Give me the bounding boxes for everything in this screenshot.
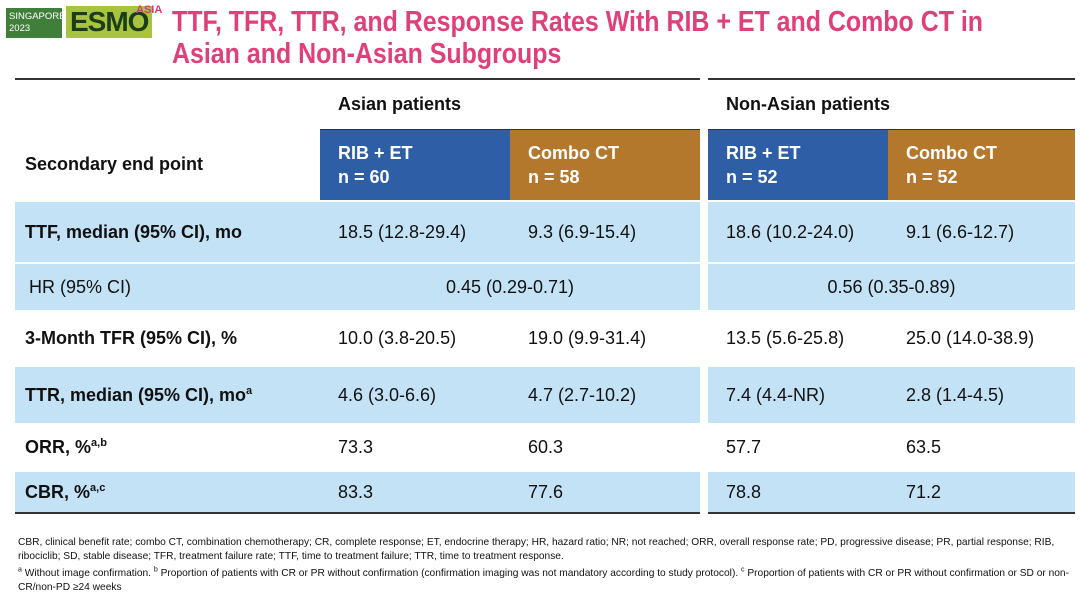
logo-suffix: ASIA [136, 4, 163, 16]
cell: 19.0 (9.9-31.4) [510, 310, 700, 366]
notes: a Without image confirmation. b Proporti… [18, 564, 1070, 595]
arm-label: Combo CT [528, 142, 619, 163]
gap [700, 471, 708, 513]
data-row: 3-Month TFR (95% CI), % 10.0 (3.8-20.5) 19… [15, 310, 1076, 366]
data-row: HR (95% CI) 0.45 (0.29-0.71) 0.56 (0.35-0.… [15, 262, 1076, 311]
cell: 4.6 (3.0-6.6) [320, 365, 510, 424]
row-label-text: HR (95% CI) [29, 276, 132, 297]
results-table: Asian patients Non-Asian patients Secondar… [15, 78, 1076, 514]
gap [700, 424, 708, 471]
event-city: SINGAPORE [9, 11, 66, 22]
arm-n: n = 52 [906, 166, 958, 187]
merged-cell: 0.56 (0.35-0.89) [708, 262, 1076, 311]
cell: 63.5 [888, 423, 1076, 471]
logo: ESMO [66, 6, 153, 38]
cell: 60.3 [510, 423, 700, 471]
note: a Without image confirmation. [18, 567, 152, 580]
cell: 83.3 [320, 470, 510, 514]
column-header: Combo CT n = 52 [888, 129, 1076, 201]
note-mark: b [153, 567, 158, 574]
group-row: Asian patients Non-Asian patients [15, 78, 1076, 130]
footnote-ref: a [246, 384, 253, 397]
row-label: 3-Month TFR (95% CI), % [15, 310, 320, 366]
cell: 18.5 (12.8-29.4) [320, 200, 510, 263]
event-badge: SINGAPORE 2023 [6, 8, 66, 38]
cell: 13.5 (5.6-25.8) [708, 310, 888, 366]
cell: 73.3 [320, 423, 510, 471]
note-mark: c [741, 567, 745, 574]
cell: 2.8 (1.4-4.5) [888, 365, 1076, 424]
data-row: TTF, median (95% CI), mo 18.5 (12.8-29.4)… [15, 200, 1076, 263]
row-label: HR (95% CI) [15, 262, 320, 311]
corner-cell [15, 78, 320, 129]
column-header-row: Secondary end point RIB + ET n = 60 Combo C… [15, 129, 1076, 201]
cell: 57.7 [708, 423, 888, 471]
row-label: CBR, %a,c [15, 470, 320, 514]
cell: 10.0 (3.8-20.5) [320, 310, 510, 366]
gap [700, 201, 708, 263]
arm-n: n = 52 [726, 166, 778, 187]
data-row: TTR, median (95% CI), moa 4.6 (3.0-6.6) 4.… [15, 365, 1076, 424]
row-label: ORR, %a,b [15, 423, 320, 471]
row-label-text: ORR, % [25, 437, 92, 457]
cell: 77.6 [510, 470, 700, 514]
footnote-ref: a,c [90, 481, 106, 494]
title: TTF, TFR, TTR, and Response Rates With R… [172, 6, 983, 70]
arm-n: n = 58 [528, 166, 580, 187]
data-row: CBR, %a,c 83.3 77.6 78.8 71.2 [15, 470, 1076, 514]
column-header: RIB + ET n = 52 [708, 129, 888, 201]
gap [700, 79, 708, 129]
cell: 9.1 (6.6-12.7) [888, 200, 1076, 263]
note-text: Proportion of patients with CR or PR wit… [18, 568, 1069, 594]
cell: 18.6 (10.2-24.0) [708, 200, 888, 263]
note: c Proportion of patients with CR or PR w… [18, 567, 1069, 594]
arm-label: RIB + ET [726, 142, 801, 163]
note-text: Proportion of patients with CR or PR wit… [160, 568, 739, 580]
merged-cell: 0.45 (0.29-0.71) [320, 262, 700, 311]
note-text: Without image confirmation. [24, 568, 152, 580]
gap [700, 311, 708, 366]
title-line: Asian and Non-Asian Subgroups [172, 38, 562, 70]
column-header: Combo CT n = 58 [510, 129, 700, 201]
row-label: TTR, median (95% CI), moa [15, 365, 320, 424]
cell: 7.4 (4.4-NR) [708, 365, 888, 424]
row-label-text: 3-Month TFR (95% CI), % [25, 328, 237, 348]
row-header: Secondary end point [25, 154, 204, 174]
cell: 9.3 (6.9-15.4) [510, 200, 700, 263]
gap [700, 366, 708, 424]
gap [700, 129, 708, 201]
note: b Proportion of patients with CR or PR w… [153, 567, 739, 580]
data-row: ORR, %a,b 73.3 60.3 57.7 63.5 [15, 423, 1076, 471]
group-header: Non-Asian patients [708, 78, 1076, 130]
note-mark: a [18, 567, 22, 574]
row-label-text: CBR, % [25, 481, 91, 502]
arm-n: n = 60 [338, 166, 390, 187]
title-line: TTF, TFR, TTR, and Response Rates With R… [172, 6, 984, 38]
cell: 71.2 [888, 470, 1076, 514]
column-header: RIB + ET n = 60 [320, 129, 510, 201]
group-header: Asian patients [320, 78, 700, 130]
row-label-text: TTF, median (95% CI), mo [25, 221, 243, 242]
event-year: 2023 [9, 23, 31, 34]
footnotes: CBR, clinical benefit rate; combo CT, co… [18, 536, 1070, 595]
footnote-ref: a,b [91, 437, 107, 449]
abbreviations: CBR, clinical benefit rate; combo CT, co… [18, 537, 1055, 562]
row-label-text: TTR, median (95% CI), mo [25, 384, 247, 405]
arm-label: RIB + ET [338, 142, 413, 163]
cell: 25.0 (14.0-38.9) [888, 310, 1076, 366]
gap [700, 263, 708, 311]
cell: 78.8 [708, 470, 888, 514]
cell: 4.7 (2.7-10.2) [510, 365, 700, 424]
row-label: TTF, median (95% CI), mo [15, 200, 320, 263]
arm-label: Combo CT [906, 142, 997, 163]
